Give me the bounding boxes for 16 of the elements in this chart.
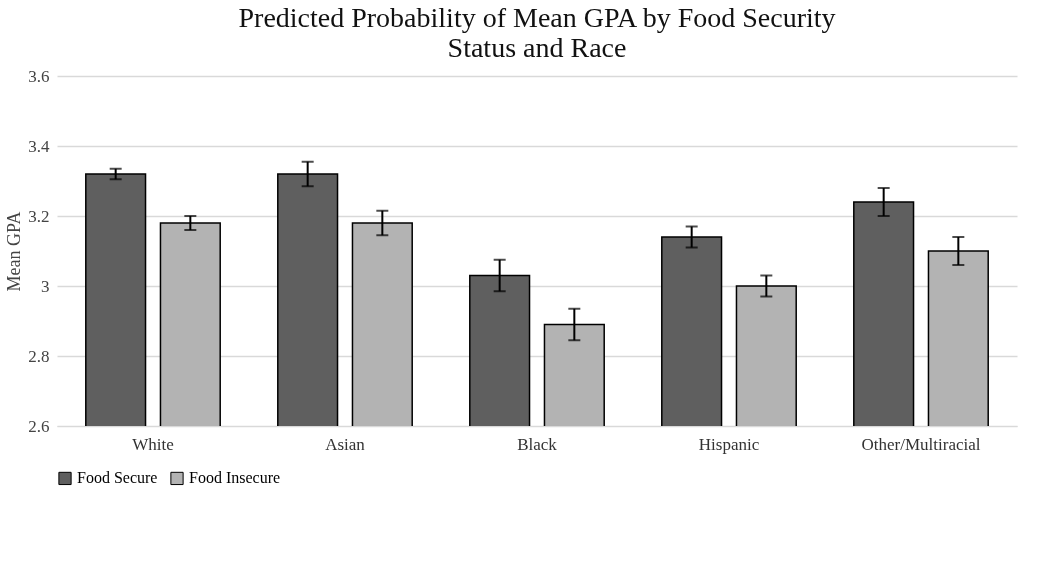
legend-label: Food Secure	[77, 469, 158, 487]
legend-label: Food Insecure	[189, 469, 281, 487]
x-tick-label: Hispanic	[698, 434, 760, 454]
x-tick-label: White	[132, 434, 174, 454]
y-tick-label: 2.6	[28, 416, 50, 436]
text: Status and Race	[447, 32, 627, 63]
y-tick-label: 3.4	[28, 136, 50, 156]
text: Predicted Probability of Mean GPA by Food Security	[238, 2, 836, 33]
y-tick-label: 3	[41, 276, 50, 296]
y-tick-label: 3.6	[28, 66, 50, 86]
x-tick-label: Black	[517, 434, 558, 454]
y-tick-label: 3.2	[28, 206, 50, 226]
y-axis-title: Mean GPA	[4, 211, 25, 292]
x-tick-label: Other/Multiracial	[861, 434, 981, 454]
y-tick-label: 2.8	[28, 346, 50, 366]
x-tick-label: Asian	[325, 434, 366, 454]
